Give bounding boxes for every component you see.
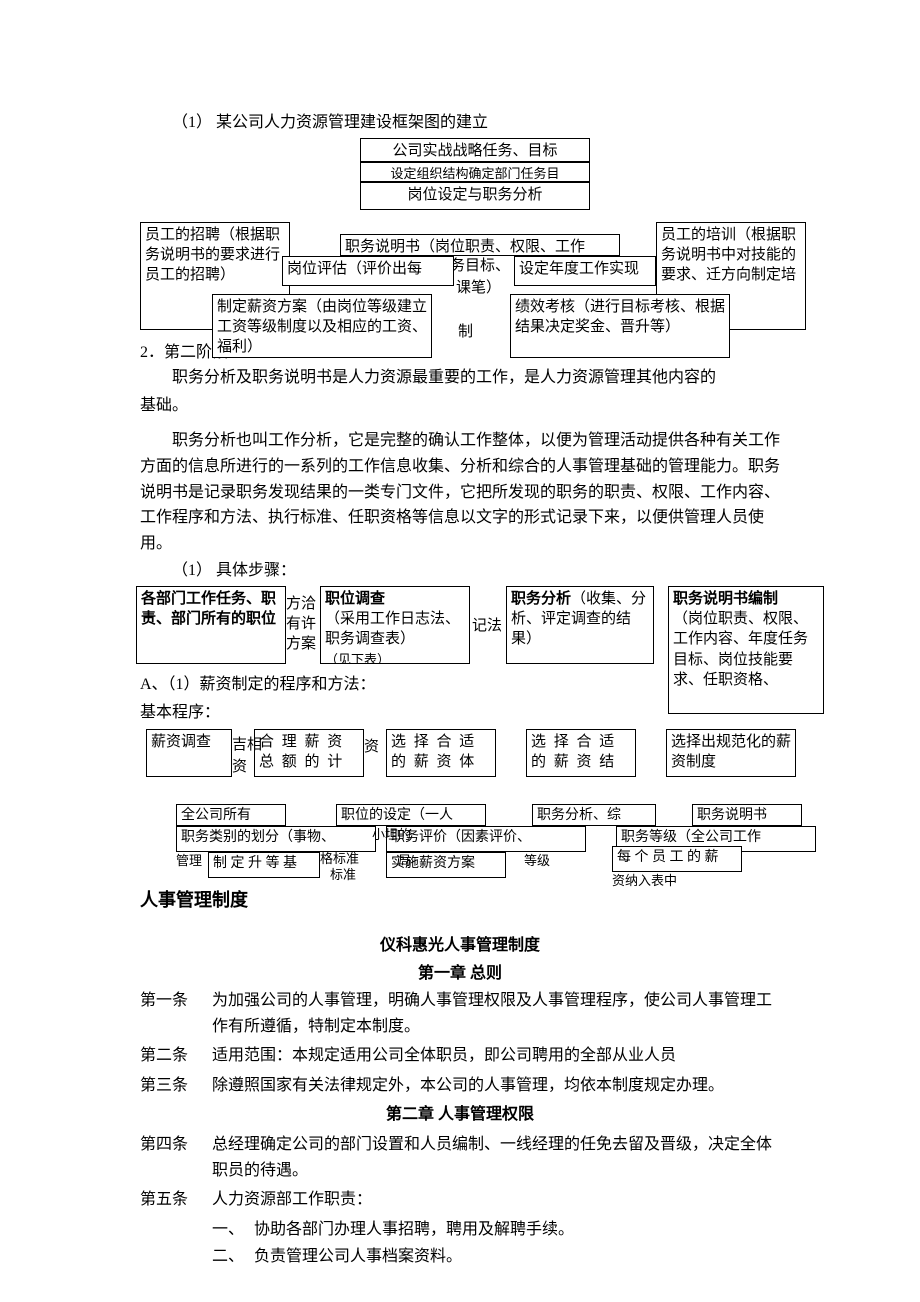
d3-b2: 合 理 薪 资 总 额 的 计 [254,729,364,777]
section1-title: 某公司人力资源管理建设框架图的建立 [216,114,488,131]
chapter2-title: 第二章 人事管理权限 [140,1102,780,1128]
d2-gap-b: 记法 [472,616,502,636]
stage2-p2: 职务分析也叫工作分析，它是完整的确认工作整体，以便为管理活动提供各种有关工作方面… [140,428,780,556]
d1-b3: 岗位设定与职务分析 [360,182,590,210]
d1-gangwei: 岗位评估（评价出每 [282,256,454,286]
d4-r3a_sub1: 格标准 [320,850,359,868]
d4-r3a_sub2: 标准 [330,866,356,884]
d4-r2a: 职务类别的划分（事物、 [176,826,376,852]
d1-b4: 职务说明书（岗位职责、权限、工作 [340,234,620,256]
stage2-line1b: 基础。 [140,393,780,419]
d2-b3: 职务分析（收集、分析、评定调查的结果） [506,586,654,664]
d4-r3a: 制 定 升 等 基 [208,852,320,878]
article-row: 第四条总经理确定公司的部门设置和人员编制、一线经理的任免去留及晋级，决定全体职员… [140,1132,780,1183]
d4-r1d: 职务说明书 [692,804,802,826]
salary-program-diagram: 薪资调查合 理 薪 资 总 额 的 计选 择 合 适 的 薪 资 体选 择 合 … [146,729,806,784]
d3-b4: 选 择 合 适 的 薪 资 结 [526,729,636,777]
d1-sub-a: 务目标、 [450,256,510,276]
d1-jixiao: 绩效考核（进行目标考核、根据结果决定奖金、晋升等） [510,294,730,358]
sub-body: 负责管理公司人事档案资料。 [254,1244,462,1270]
d3-b5: 选择出规范化的薪资制度 [666,729,796,777]
article-body: 适用范围：本规定适用公司全体职员，即公司聘用的全部从业人员 [212,1043,780,1069]
chapter1-articles: 第一条为加强公司的人事管理，明确人事管理权限及人事管理程序，使公司人事管理工作有… [140,988,780,1098]
article-body: 除遵照国家有关法律规定外，本公司的人事管理，均依本制度规定办理。 [212,1073,780,1099]
d1-sub-b: 课笔） [456,278,501,298]
article-body: 人力资源部工作职责： [212,1187,780,1213]
steps-diagram: 各部门工作任务、职责、部门所有的职位方洽有许方案职位调查（采用工作日志法、职务调… [136,586,826,716]
stage2-line1: 职务分析及职务说明书是人力资源最重要的工作，是人力资源管理其他内容的 [140,365,780,391]
hr-title: 仪科惠光人事管理制度 [140,933,780,959]
salary-detail-diagram: 全公司所有 职位的设定（一人 职务分析、综 职务说明书职务类别的划分（事物、职务评价（… [146,804,826,904]
framework-diagram: 公司实战战略任务、目标设定组织结构确定部门任务目岗位设定与职务分析职务说明书（岗… [140,138,780,368]
d4-r2b: 职务评价（因素评价、 [386,826,586,852]
article-num: 第四条 [140,1132,212,1183]
sub-item: 一、协助各部门办理人事招聘，聘用及解聘手续。 [212,1217,780,1243]
article-num: 第一条 [140,988,212,1039]
article-num: 第五条 [140,1187,212,1213]
chapter1-title: 第一章 总则 [140,961,780,987]
d4-r3c: 每 个 员 工 的 薪 [612,846,742,872]
article-row: 第二条适用范围：本规定适用公司全体职员，即公司聘用的全部从业人员 [140,1043,780,1069]
d3-gap1a: 吉相 [232,735,262,755]
d4-r2a_sub2: 局 [398,852,411,870]
article-num: 第三条 [140,1073,212,1099]
article-row: 第三条除遵照国家有关法律规定外，本公司的人事管理，均依本制度规定办理。 [140,1073,780,1099]
article-row: 第一条为加强公司的人事管理，明确人事管理权限及人事管理程序，使公司人事管理工作有… [140,988,780,1039]
d1-mid-zhi: 制 [458,322,473,342]
d3-b1: 薪资调查 [146,729,232,777]
chapter2-articles: 第四条总经理确定公司的部门设置和人员编制、一线经理的任免去留及晋级，决定全体职员… [140,1132,780,1213]
article5-subitems: 一、协助各部门办理人事招聘，聘用及解聘手续。二、负责管理公司人事档案资料。 [140,1217,780,1270]
d4-r1c: 职务分析、综 [532,804,656,826]
section1-num: （1） [172,114,212,131]
d4-r3c_sub: 资纳入表中 [612,872,677,890]
article-body: 为加强公司的人事管理，明确人事管理权限及人事管理程序，使公司人事管理工作有所遵循… [212,988,780,1039]
sub-body: 协助各部门办理人事招聘，聘用及解聘手续。 [254,1217,574,1243]
article-row: 第五条人力资源部工作职责： [140,1187,780,1213]
document-page: （1） 某公司人力资源管理建设框架图的建立 公司实战战略任务、目标设定组织结构确… [0,0,920,1302]
d3-gap1b: 资 [232,757,247,777]
stage2-steps-label: （1） 具体步骤： [140,558,780,584]
article-num: 第二条 [140,1043,212,1069]
d4-r2b_sub: 等级 [524,852,550,870]
d1-xinzi: 制定薪资方案（由岗位等级建立工资等级制度以及相应的工资、福利） [212,294,432,358]
d4-r2a_sub: 管理 [176,852,202,870]
d2-b4: 职务说明书编制（岗位职责、权限、工作内容、年度任务目标、岗位技能要求、任职资格、 [668,586,824,714]
sub-num: 二、 [212,1244,254,1270]
sub-item: 二、负责管理公司人事档案资料。 [212,1244,780,1270]
section1-heading: （1） 某公司人力资源管理建设框架图的建立 [140,110,780,136]
d4-r1b: 职位的设定（一人 [336,804,486,826]
d2-b2: 职位调查（采用工作日志法、职务调查表）（见下表） [320,586,470,664]
article-body: 总经理确定公司的部门设置和人员编制、一线经理的任免去留及晋级，决定全体职员的待遇… [212,1132,780,1183]
d3-b3: 选 择 合 适 的 薪 资 体 [386,729,496,777]
d4-r1b_sub: 小坦的 [372,826,411,844]
d4-r1a: 全公司所有 [176,804,286,826]
d1-b2: 设定组织结构确定部门任务目 [360,162,590,182]
d1-sheding: 设定年度工作实现 [514,256,656,286]
d2-gap-a: 方洽有许方案 [286,594,316,655]
d1-b1: 公司实战战略任务、目标 [360,138,590,162]
d3-gap2: 资 [364,737,379,757]
d2-b1: 各部门工作任务、职责、部门所有的职位 [136,586,286,664]
sub-num: 一、 [212,1217,254,1243]
